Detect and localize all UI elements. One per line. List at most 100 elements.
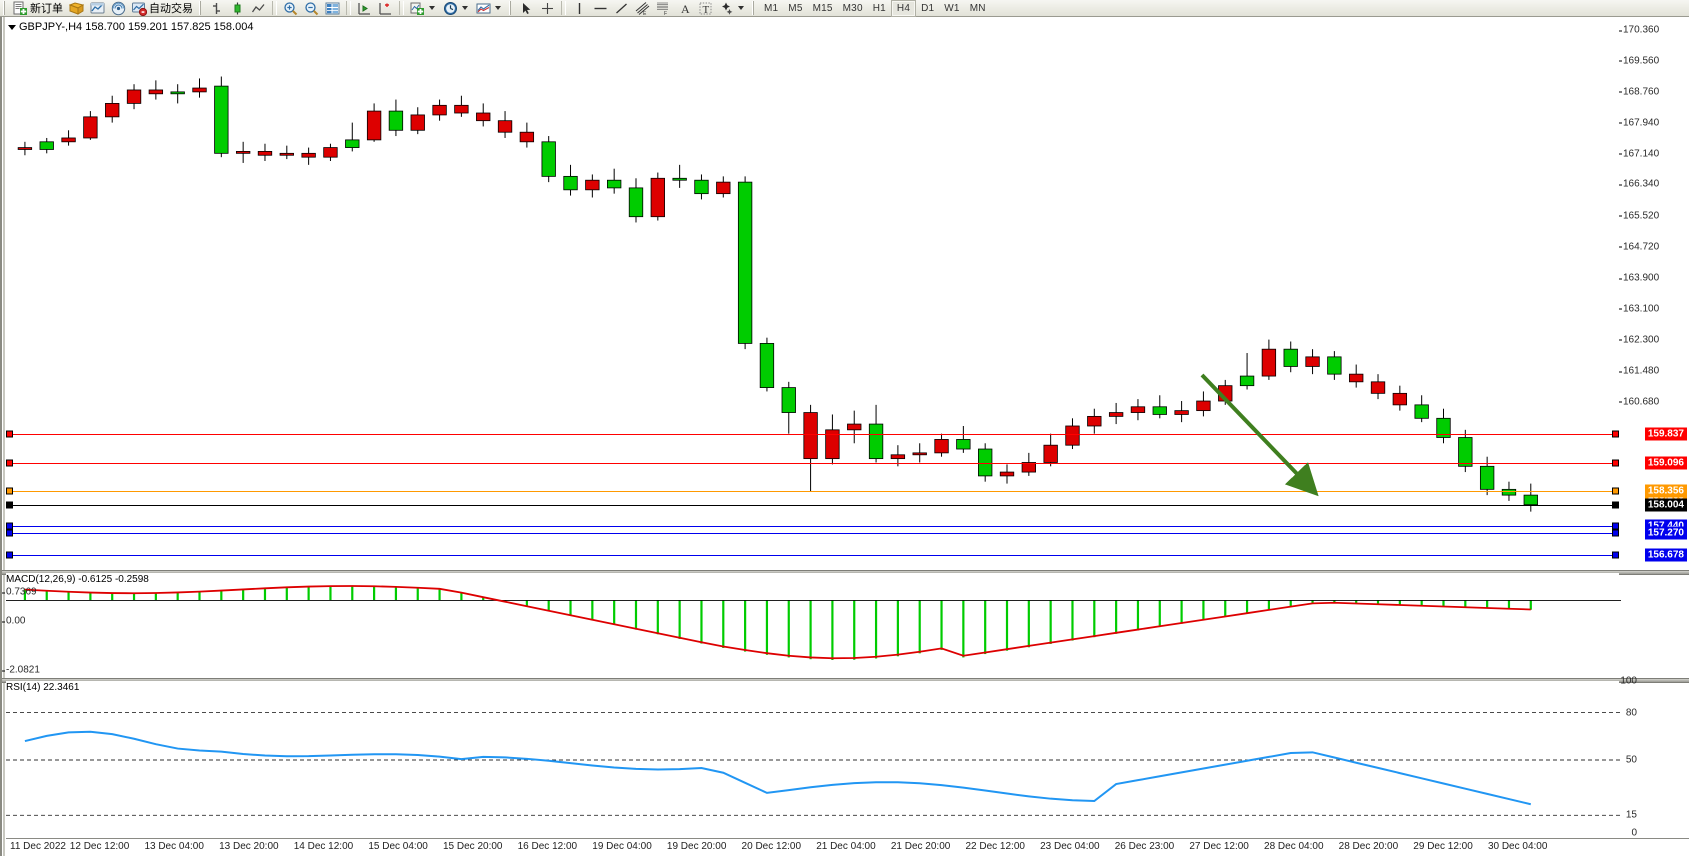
time-tick: 20 Dec 12:00 xyxy=(741,841,802,852)
market-watch-button[interactable] xyxy=(88,0,107,16)
trendline-button[interactable] xyxy=(612,0,631,16)
equidistant-channel-button[interactable]: E xyxy=(633,0,652,16)
timeframe-h1[interactable]: H1 xyxy=(872,2,886,14)
rsi-tick: 80 xyxy=(1625,707,1637,719)
price-line-anchor[interactable] xyxy=(6,529,13,537)
time-tick: 13 Dec 20:00 xyxy=(219,841,279,852)
price-line-stroke xyxy=(6,491,1619,493)
autotrading-label: 自动交易 xyxy=(149,3,193,15)
price-line-anchor[interactable] xyxy=(1612,487,1619,495)
time-tick: 11 Dec 2022 xyxy=(10,841,66,852)
macd-series xyxy=(6,585,1621,661)
chart-shift-button[interactable] xyxy=(376,0,395,16)
svg-text:E: E xyxy=(643,11,647,16)
shapes-icon xyxy=(719,1,734,16)
vertical-line-icon xyxy=(572,1,587,16)
chevron-down-icon-shapes[interactable] xyxy=(738,6,744,10)
price-line-anchor[interactable] xyxy=(1612,459,1619,467)
price-line-anchor[interactable] xyxy=(1612,522,1619,530)
grid-button[interactable] xyxy=(323,0,342,16)
toolbar-grip[interactable] xyxy=(3,1,7,15)
chart-shift-icon xyxy=(378,1,393,16)
candlestick-chart-button[interactable] xyxy=(228,0,247,16)
price-line-stroke xyxy=(6,526,1619,528)
bar-chart-icon xyxy=(209,1,224,16)
zoom-in-button[interactable] xyxy=(281,0,300,16)
symbol-header-text: GBPJPY-,H4 158.700 159.201 157.825 158.0… xyxy=(19,21,254,33)
toolbar-separator-1 xyxy=(272,1,277,15)
time-tick: 28 Dec 20:00 xyxy=(1338,841,1399,852)
cursor-icon xyxy=(519,1,534,16)
chevron-down-icon-period[interactable] xyxy=(462,6,468,10)
vertical-line-button[interactable] xyxy=(570,0,589,16)
text-label-button[interactable]: T xyxy=(696,0,715,16)
price-tick: 170.360 xyxy=(1618,24,1660,36)
autotrading-icon xyxy=(132,1,147,16)
rsi-tick: 0 xyxy=(1631,827,1637,839)
time-tick: 12 Dec 12:00 xyxy=(69,841,130,852)
price-label-resistance-2: 159.096 xyxy=(1644,456,1687,470)
svg-text:F: F xyxy=(664,11,667,16)
chart-window: GBPJPY-,H4 158.700 159.201 157.825 158.0… xyxy=(0,17,1689,856)
signals-button[interactable] xyxy=(109,0,128,16)
timeframe-m30[interactable]: M30 xyxy=(842,2,863,14)
toolbar-grip-4[interactable] xyxy=(752,1,756,15)
period-button[interactable] xyxy=(441,0,472,16)
shapes-button[interactable] xyxy=(717,0,748,16)
zoom-out-button[interactable] xyxy=(302,0,321,16)
templates-button[interactable] xyxy=(474,0,505,16)
price-tick: 165.520 xyxy=(1618,210,1660,222)
templates-icon xyxy=(476,1,491,16)
price-line-anchor[interactable] xyxy=(6,551,13,559)
indicators-button[interactable] xyxy=(408,0,439,16)
timeframe-d1[interactable]: D1 xyxy=(921,2,935,14)
price-tick: 166.340 xyxy=(1618,178,1660,190)
timeframe-h4[interactable]: H4 xyxy=(890,0,917,17)
rsi-tick: 15 xyxy=(1625,809,1637,821)
price-line-anchor[interactable] xyxy=(6,522,13,530)
time-tick: 15 Dec 20:00 xyxy=(442,841,503,852)
price-line-anchor[interactable] xyxy=(6,501,13,509)
chevron-down-icon-symbol[interactable] xyxy=(8,24,16,30)
toolbar-grip-2[interactable] xyxy=(199,1,203,15)
main-toolbar: 新订单 xyxy=(0,0,1689,17)
auto-scroll-button[interactable] xyxy=(355,0,374,16)
chevron-down-icon-templates[interactable] xyxy=(495,6,501,10)
bar-chart-button[interactable] xyxy=(207,0,226,16)
timeframe-m5[interactable]: M5 xyxy=(788,2,803,14)
chart-left-border xyxy=(2,17,6,856)
price-line-anchor[interactable] xyxy=(6,487,13,495)
price-line-anchor[interactable] xyxy=(6,430,13,438)
line-chart-button[interactable] xyxy=(249,0,268,16)
horizontal-line-button[interactable] xyxy=(591,0,610,16)
rsi-tick: 50 xyxy=(1625,754,1637,766)
time-axis[interactable]: 11 Dec 2022 12 Dec 12:00 13 Dec 04:00 13 De… xyxy=(6,838,1689,856)
text-button[interactable]: A xyxy=(675,0,694,16)
price-line-anchor[interactable] xyxy=(1612,551,1619,559)
autotrading-button[interactable]: 自动交易 xyxy=(130,0,195,16)
new-order-button[interactable]: 新订单 xyxy=(11,0,65,16)
clock-icon xyxy=(443,1,458,16)
crosshair-button[interactable] xyxy=(538,0,557,16)
line-chart-icon xyxy=(251,1,266,16)
cursor-button[interactable] xyxy=(517,0,536,16)
chevron-down-icon-indicators[interactable] xyxy=(429,6,435,10)
price-line-anchor[interactable] xyxy=(1612,501,1619,509)
timeframe-m15[interactable]: M15 xyxy=(812,2,833,14)
price-line-anchor[interactable] xyxy=(1612,430,1619,438)
fibonacci-button[interactable]: F xyxy=(654,0,673,16)
timeframe-m1[interactable]: M1 xyxy=(764,2,779,14)
price-line-stroke xyxy=(6,434,1619,436)
toolbar-grip-3[interactable] xyxy=(509,1,513,15)
expert-advisors-button[interactable] xyxy=(67,0,86,16)
timeframe-mn[interactable]: MN xyxy=(969,2,986,14)
price-line-anchor[interactable] xyxy=(1612,529,1619,537)
price-label-current-price: 158.004 xyxy=(1644,498,1687,512)
horizontal-line-icon xyxy=(593,1,608,16)
price-line-anchor[interactable] xyxy=(6,459,13,467)
price-tick: 168.760 xyxy=(1618,86,1660,97)
new-order-icon xyxy=(13,1,28,16)
timeframe-w1[interactable]: W1 xyxy=(944,2,960,14)
timeframe-group: M1 M5 M15 M30 H1 H4 D1 W1 MN xyxy=(759,0,991,17)
price-line-stroke xyxy=(6,504,1619,506)
